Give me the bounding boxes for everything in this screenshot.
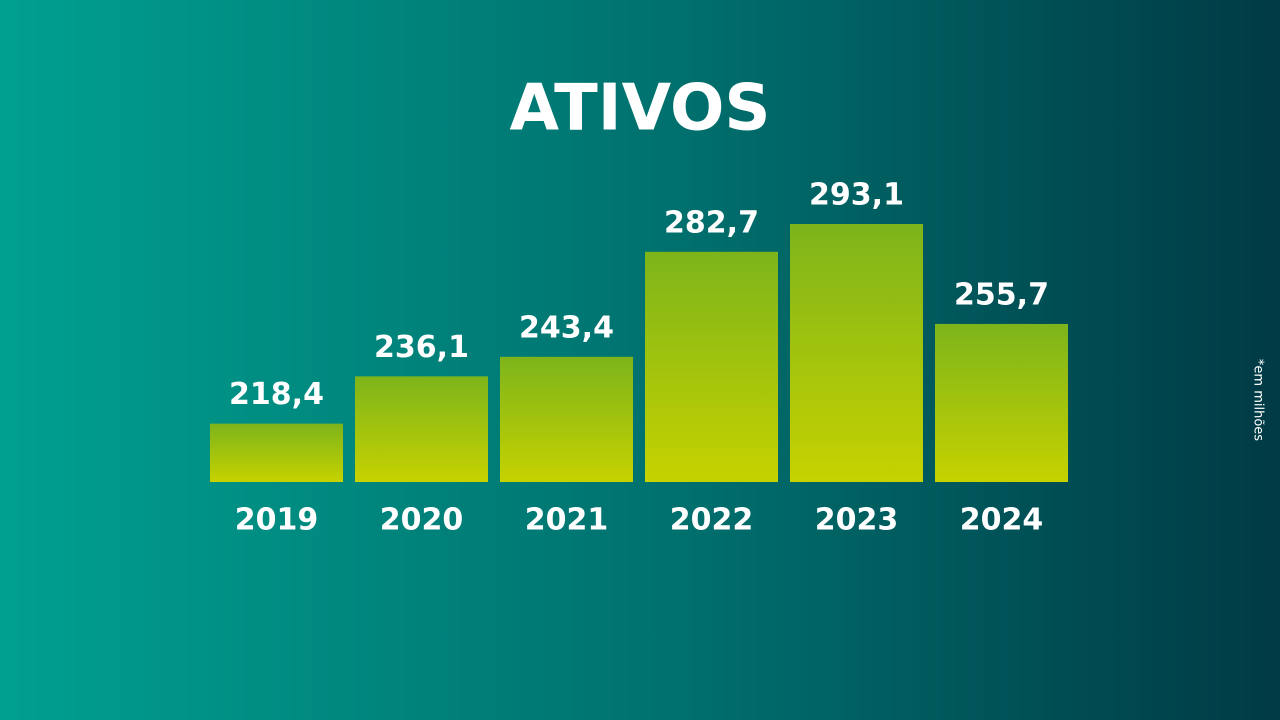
bar <box>645 251 778 482</box>
x-tick-label: 2022 <box>670 503 754 538</box>
bar <box>935 323 1068 482</box>
value-label: 218,4 <box>229 377 324 412</box>
bar <box>355 376 488 482</box>
bar <box>210 423 343 482</box>
value-label: 293,1 <box>809 178 904 213</box>
value-label: 282,7 <box>664 205 759 240</box>
bar <box>790 224 923 482</box>
x-tick-label: 2020 <box>380 503 464 538</box>
chart-title: ATIVOS <box>510 72 771 146</box>
value-label: 236,1 <box>374 330 469 365</box>
x-tick-label: 2023 <box>815 503 899 538</box>
value-label: 243,4 <box>519 310 614 345</box>
bar <box>500 356 633 482</box>
value-label: 255,7 <box>954 277 1049 312</box>
footnote: *em milhões <box>1251 359 1266 441</box>
x-tick-label: 2024 <box>960 503 1044 538</box>
x-tick-label: 2021 <box>525 503 609 538</box>
x-tick-label: 2019 <box>235 503 319 538</box>
